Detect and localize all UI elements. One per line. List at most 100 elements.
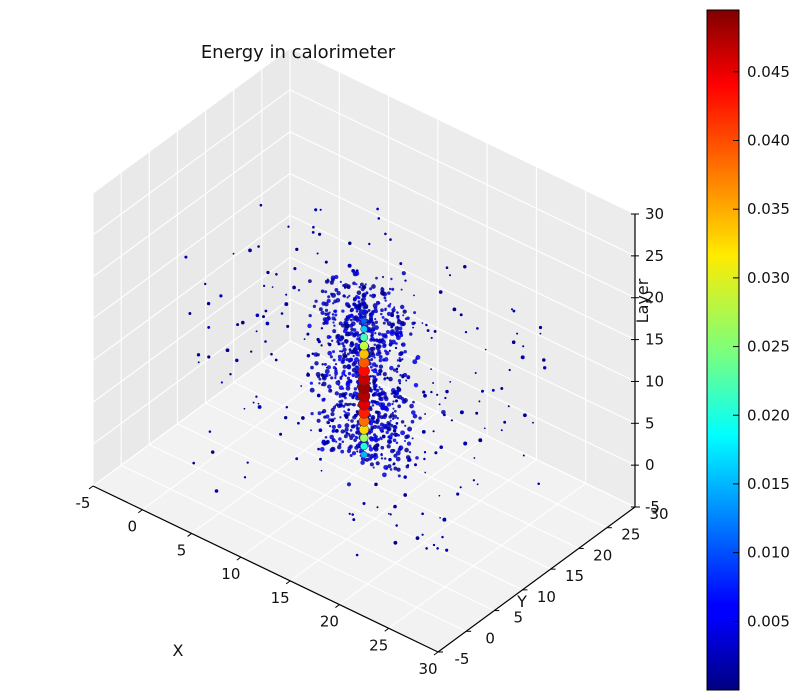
noise-hit (352, 394, 356, 398)
halo-hit (325, 321, 329, 325)
noise-hit (398, 382, 402, 385)
noise-hit (274, 358, 278, 362)
halo-hit (327, 313, 330, 316)
noise-hit (324, 260, 328, 264)
noise-hit (257, 245, 260, 248)
halo-hit (339, 377, 343, 380)
core-hit (361, 309, 367, 316)
noise-hit (473, 457, 476, 459)
noise-hit (373, 387, 377, 391)
halo-hit (321, 375, 327, 381)
noise-hit (319, 457, 322, 461)
noise-hit (404, 279, 407, 282)
halo-hit (375, 276, 378, 280)
halo-hit (348, 392, 353, 397)
halo-hit (309, 387, 315, 393)
halo-hit (375, 345, 380, 351)
noise-hit (422, 390, 426, 394)
noise-hit (436, 393, 439, 396)
halo-hit (380, 308, 384, 313)
halo-hit (373, 383, 378, 388)
noise-hit (445, 266, 449, 270)
noise-hit (532, 421, 534, 424)
noise-hit (351, 268, 356, 273)
halo-hit (326, 420, 330, 425)
x-tick-label: 10 (221, 565, 240, 583)
halo-hit (361, 315, 365, 318)
grid-line (92, 214, 291, 361)
halo-hit (335, 440, 338, 443)
halo-hit (316, 353, 320, 357)
x-tick-label: 25 (369, 636, 388, 654)
noise-hit (337, 342, 341, 346)
noise-hit (214, 489, 219, 493)
halo-hit (383, 377, 387, 381)
halo-hit (369, 462, 374, 467)
halo-hit (391, 411, 394, 414)
noise-hit (388, 457, 392, 462)
noise-hit (403, 493, 408, 497)
noise-hit (262, 284, 266, 288)
noise-hit (421, 430, 426, 434)
noise-hit (257, 402, 260, 405)
noise-hit (310, 429, 312, 432)
halo-hit (334, 362, 338, 366)
noise-hit (396, 386, 400, 390)
noise-hit (252, 401, 255, 404)
halo-hit (400, 343, 404, 346)
noise-hit (386, 376, 389, 380)
noise-hit (476, 483, 479, 486)
halo-hit (392, 368, 397, 372)
noise-hit (424, 471, 427, 474)
halo-hit (386, 311, 392, 317)
halo-hit (400, 430, 406, 436)
halo-hit (354, 342, 359, 347)
halo-hit (392, 400, 395, 403)
halo-hit (340, 449, 345, 454)
halo-hit (378, 386, 381, 389)
halo-hit (353, 438, 357, 442)
noise-hit (324, 441, 329, 445)
tick-labels: -5051015202530-5051015202530-50510152025… (76, 205, 669, 678)
halo-hit (342, 364, 347, 369)
noise-hit (319, 208, 322, 211)
halo-hit (332, 350, 335, 354)
halo-hit (341, 440, 345, 444)
core-hit (361, 301, 367, 307)
noise-hit (306, 332, 310, 336)
halo-hit (375, 418, 379, 422)
halo-hit (343, 396, 347, 400)
noise-hit (394, 399, 399, 403)
noise-hit (368, 242, 371, 246)
halo-hit (386, 439, 392, 445)
noise-hit (406, 464, 410, 467)
noise-hit (425, 547, 428, 550)
noise-hit (423, 457, 426, 461)
halo-hit (344, 411, 347, 414)
halo-hit (327, 384, 332, 389)
noise-hit (463, 265, 467, 269)
noise-hit (248, 248, 252, 253)
halo-hit (400, 420, 405, 424)
halo-hit (368, 456, 372, 461)
halo-hit (341, 323, 345, 328)
halo-hit (395, 441, 399, 445)
x-tick-label: 0 (128, 518, 138, 536)
noise-hit (438, 494, 441, 497)
halo-hit (324, 279, 329, 284)
halo-hit (379, 387, 382, 390)
noise-hit (381, 434, 386, 439)
noise-hit (439, 516, 441, 519)
halo-hit (349, 350, 353, 354)
core-hit (360, 325, 368, 333)
halo-hit (410, 419, 415, 424)
halo-hit (341, 336, 345, 340)
halo-hit (441, 410, 446, 415)
halo-hit (338, 358, 342, 362)
halo-hit (346, 448, 352, 454)
halo-hit (308, 313, 312, 318)
noise-hit (280, 312, 284, 315)
noise-hit (421, 512, 424, 516)
halo-hit (374, 435, 378, 439)
noise-hit (392, 417, 395, 420)
